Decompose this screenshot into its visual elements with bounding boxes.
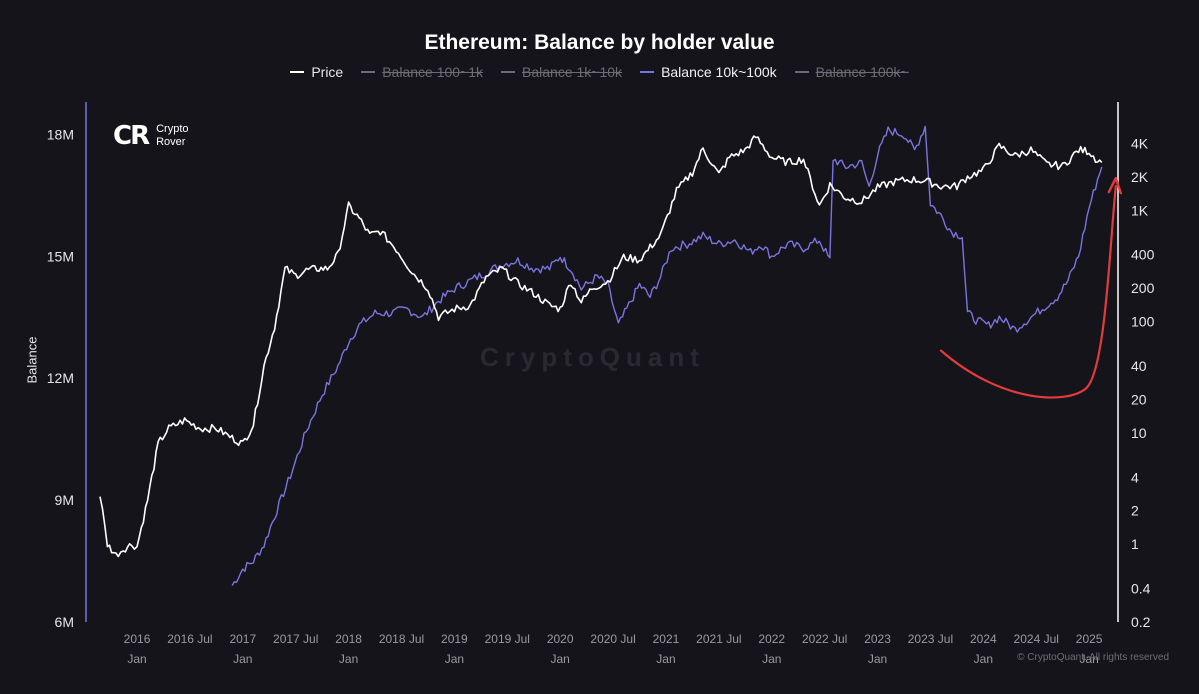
x-tick-label: 2020	[547, 632, 574, 646]
legend-item-balance-10k-100k[interactable]: Balance 10k~100k	[640, 64, 777, 80]
y-right-tick-label: 40	[1131, 358, 1147, 374]
y-right-tick-label: 4K	[1131, 135, 1149, 151]
y-right-tick-label: 10	[1131, 425, 1147, 441]
y-right-tick-label: 200	[1131, 280, 1155, 296]
x-tick-sublabel: Jan	[656, 652, 675, 666]
copyright-notice: © CryptoQuant. All rights reserved	[1017, 652, 1169, 663]
legend-swatch	[794, 71, 809, 73]
x-tick-label: 2017 Jul	[273, 632, 318, 646]
legend-swatch	[501, 71, 516, 73]
legend-label: Balance 10k~100k	[661, 64, 777, 80]
logo-text: Crypto Rover	[156, 123, 188, 149]
x-tick-sublabel: Jan	[233, 652, 252, 666]
y-left-tick-label: 15M	[47, 248, 74, 264]
legend-swatch	[290, 71, 305, 73]
x-tick-sublabel: Jan	[127, 652, 146, 666]
y-right-tick-label: 400	[1131, 247, 1155, 263]
logo-line2: Rover	[156, 136, 186, 148]
x-tick-label: 2020 Jul	[590, 632, 635, 646]
y-right-tick-label: 0.2	[1131, 614, 1151, 630]
legend-item-balance-100k-plus[interactable]: Balance 100k~	[794, 64, 909, 80]
legend-swatch	[640, 71, 655, 73]
x-tick-label: 2019 Jul	[485, 632, 530, 646]
chart-title: Ethereum: Balance by holder value	[424, 31, 775, 54]
chart-legend: Price Balance 100~1k Balance 1k~10k Bala…	[0, 64, 1199, 80]
x-tick-label: 2017	[229, 632, 256, 646]
legend-label: Balance 1k~10k	[522, 64, 623, 80]
legend-swatch	[361, 71, 376, 73]
legend-label: Price	[311, 64, 344, 80]
y-right-tick-label: 4	[1131, 469, 1139, 485]
x-tick-label: 2019	[441, 632, 468, 646]
x-tick-label: 2023 Jul	[908, 632, 953, 646]
y-right-tick-label: 0.4	[1131, 581, 1151, 597]
series-line-balance-10k-100k	[231, 125, 1103, 586]
x-tick-label: 2024 Jul	[1014, 632, 1059, 646]
y-right-tick-label: 20	[1131, 391, 1147, 407]
x-tick-sublabel: Jan	[1079, 652, 1098, 666]
x-tick-label: 2018 Jul	[379, 632, 424, 646]
legend-label: Balance 100~1k	[382, 64, 484, 80]
x-tick-label: 2016 Jul	[167, 632, 212, 646]
annotation-arrow	[939, 184, 1117, 399]
x-tick-sublabel: Jan	[445, 652, 464, 666]
logo-line1: Crypto	[156, 123, 189, 135]
y-left-tick-label: 12M	[47, 370, 74, 386]
legend-label: Balance 100k~	[815, 64, 909, 80]
x-tick-label: 2025	[1076, 632, 1103, 646]
x-tick-sublabel: Jan	[868, 652, 887, 666]
x-tick-label: 2021 Jul	[696, 632, 741, 646]
x-tick-label: 2016	[124, 632, 151, 646]
y-left-tick-label: 9M	[55, 492, 74, 508]
x-tick-label: 2022	[758, 632, 785, 646]
logo-mark: CR	[113, 121, 150, 151]
x-tick-label: 2024	[970, 632, 997, 646]
x-tick-sublabel: Jan	[974, 652, 993, 666]
legend-item-price[interactable]: Price	[290, 64, 343, 80]
x-tick-label: 2021	[653, 632, 680, 646]
y-right-tick-label: 1K	[1131, 202, 1149, 218]
y-right-tick-label: 2K	[1131, 169, 1149, 185]
crypto-rover-logo: CR Crypto Rover	[113, 121, 189, 151]
x-tick-label: 2023	[864, 632, 891, 646]
watermark: CryptoQuant	[480, 342, 705, 372]
legend-item-balance-1k-10k[interactable]: Balance 1k~10k	[501, 64, 622, 80]
x-tick-sublabel: Jan	[762, 652, 781, 666]
legend-item-balance-100-1k[interactable]: Balance 100~1k	[361, 64, 483, 80]
x-tick-sublabel: Jan	[339, 652, 358, 666]
x-tick-label: 2022 Jul	[802, 632, 847, 646]
annotation-arrowhead	[1107, 176, 1123, 195]
y-left-tick-label: 18M	[47, 126, 74, 142]
x-tick-sublabel: Jan	[551, 652, 570, 666]
x-tick-label: 2018	[335, 632, 362, 646]
y-left-tick-label: 6M	[55, 614, 74, 630]
y-right-tick-label: 100	[1131, 314, 1155, 330]
y-right-tick-label: 1	[1131, 536, 1139, 552]
series-line-price	[99, 135, 1103, 558]
y-right-tick-label: 2	[1131, 503, 1139, 519]
